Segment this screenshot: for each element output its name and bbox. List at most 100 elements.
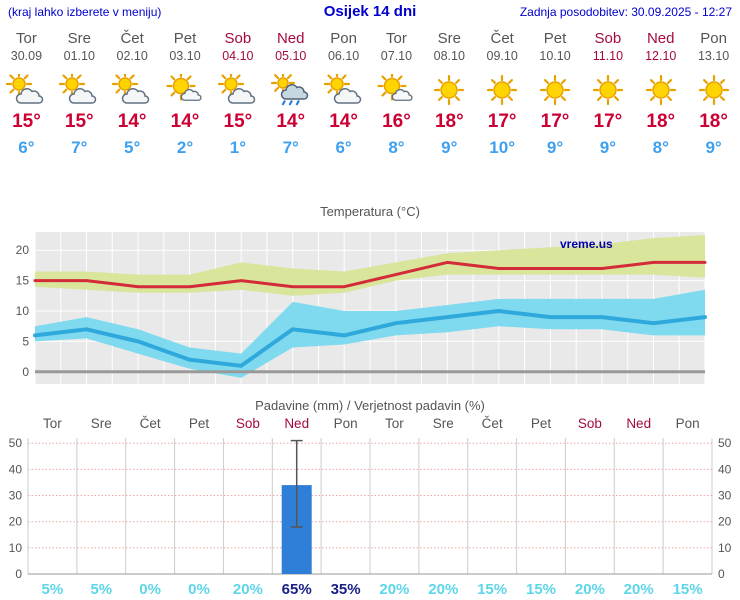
cloud-shape [16, 88, 44, 104]
sun-disc [276, 77, 289, 89]
day-column: Čet 02.10 14° 5° [106, 30, 159, 158]
sun-ray [9, 88, 15, 94]
y-tick-label-right: 0 [718, 567, 725, 581]
day-date: 09.10 [486, 49, 518, 63]
sun-disc [704, 81, 723, 99]
sun-ray [9, 74, 15, 80]
precip-probability: 15% [477, 581, 507, 596]
sun-ray [438, 78, 444, 84]
sun-ray [455, 78, 461, 84]
sun-ray [596, 78, 602, 84]
page-header: (kraj lahko izberete v meniju) Osijek 14… [0, 0, 740, 22]
precip-day-label: Sre [91, 416, 112, 431]
y-tick-label: 10 [16, 304, 30, 318]
sun-ray [491, 96, 497, 101]
y-tick-label-left: 50 [9, 436, 23, 450]
sun-ray [719, 78, 725, 84]
cloud-shape [69, 88, 97, 104]
sun-disc [493, 81, 511, 99]
day-name: Sob [594, 30, 622, 47]
day-tmax: 14° [117, 111, 147, 132]
sunny-icon [529, 73, 582, 107]
sun-ray [129, 74, 135, 80]
last-updated: Zadnja posodobitev: 30.09.2025 - 12:27 [519, 5, 732, 19]
precip-probability: 15% [526, 581, 556, 596]
sun-ray [702, 78, 708, 84]
day-date: 30.09 [10, 49, 43, 63]
precip-probability: 20% [575, 581, 605, 596]
y-tick-label-left: 0 [15, 567, 22, 581]
day-date: 08.10 [433, 49, 465, 63]
y-tick-label: 5 [22, 334, 29, 348]
day-tmin: 5° [124, 138, 141, 157]
day-column: Tor 07.10 16° 8° [370, 30, 423, 158]
day-tmin: 10° [489, 138, 516, 157]
day-date: 07.10 [380, 49, 413, 63]
day-tmin: 7° [282, 138, 299, 157]
day-tmin: 9° [599, 138, 617, 157]
day-date: 01.10 [63, 49, 95, 63]
day-tmin: 2° [176, 138, 194, 157]
vreme-watermark: vreme.us [560, 237, 613, 251]
day-name: Sob [224, 30, 252, 47]
sun-ray [613, 96, 619, 101]
sun-ray [544, 78, 550, 84]
sun-ray [381, 91, 387, 97]
day-tmax: 15° [12, 111, 41, 132]
sunny-icon [423, 73, 476, 107]
sun-ray [455, 96, 461, 101]
day-name: Tor [386, 30, 407, 47]
precipitation-chart-title: Padavine (mm) / Verjetnost padavin (%) [255, 398, 485, 413]
menu-hint: (kraj lahko izberete v meniju) [8, 5, 162, 19]
tmin-line [33, 309, 707, 368]
y-tick-label-right: 30 [718, 489, 732, 503]
precip-day-label: Sob [236, 416, 260, 431]
tmax-range-band [35, 235, 705, 296]
day-name: Pet [173, 30, 197, 47]
day-tmin: 9° [546, 138, 564, 157]
day-column: Ned 05.10 14° 7° [264, 30, 317, 158]
tmax-line [33, 260, 707, 289]
sun-ray [719, 96, 725, 101]
day-name: Ned [276, 30, 305, 47]
day-tmin: 8° [388, 138, 405, 157]
partly-cloudy-icon [0, 73, 53, 107]
y-tick-label-left: 20 [9, 515, 23, 529]
precip-day-label: Pon [676, 416, 700, 431]
y-tick-label: 20 [16, 243, 30, 257]
sun-disc [329, 77, 344, 91]
sun-ray [508, 96, 514, 101]
partly-cloudy-icon [53, 73, 106, 107]
day-name: Sre [437, 30, 461, 47]
sun-ray [491, 78, 497, 84]
day-tmin: 6° [335, 138, 352, 157]
precip-day-label: Tor [43, 416, 62, 431]
sun-ray [273, 86, 279, 92]
sun-ray [649, 78, 655, 84]
sun-ray [438, 96, 444, 101]
day-tmax: 17° [487, 111, 517, 132]
day-date: 05.10 [275, 49, 307, 63]
cloud-shape [227, 88, 256, 104]
day-date: 02.10 [116, 49, 148, 63]
day-name: Čet [120, 30, 144, 47]
sun-ray [170, 75, 176, 81]
day-tmax: 14° [329, 111, 358, 132]
sun-small-cloud-icon [370, 73, 423, 107]
day-tmin: 8° [652, 138, 669, 157]
sun-disc [599, 81, 617, 99]
day-tmax: 18° [699, 111, 728, 132]
temperature-chart-title: Temperatura (°C) [320, 204, 420, 219]
precip-probability: 15% [673, 581, 703, 596]
y-tick-label-right: 20 [718, 515, 732, 529]
day-tmin: 9° [705, 138, 722, 157]
sun-ray [702, 96, 708, 101]
day-column: Sre 08.10 18° 9° [423, 30, 476, 158]
sun-disc [172, 77, 190, 95]
sun-ray [341, 74, 347, 80]
sun-ray [286, 74, 292, 80]
temperature-chart: 0 5 10 15 20 vreme.us [16, 232, 707, 384]
sun-ray [649, 96, 655, 101]
day-date: 13.10 [697, 49, 730, 63]
precip-probability: 5% [90, 581, 112, 596]
